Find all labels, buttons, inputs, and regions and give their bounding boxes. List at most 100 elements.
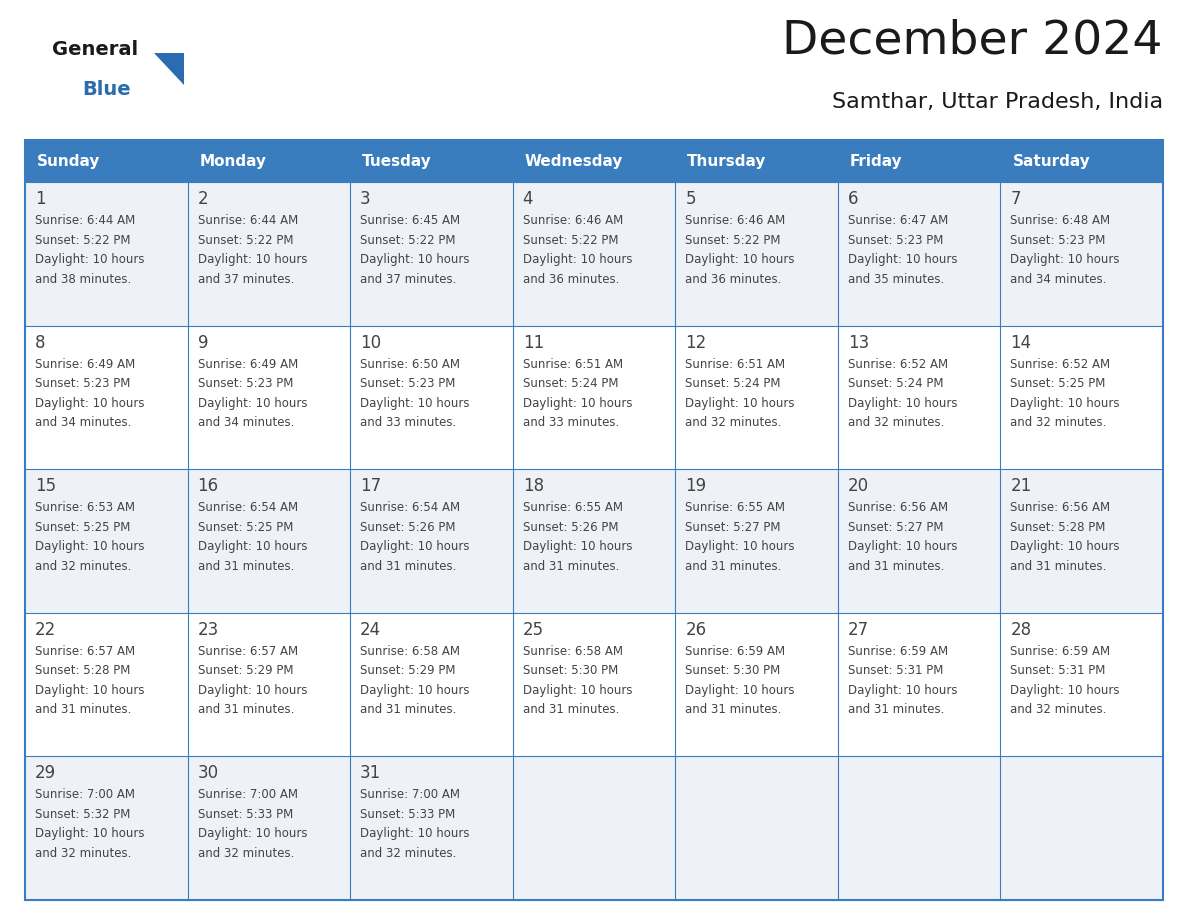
- FancyBboxPatch shape: [1000, 469, 1163, 613]
- Text: 30: 30: [197, 765, 219, 782]
- Text: and 37 minutes.: and 37 minutes.: [197, 273, 293, 285]
- Text: and 31 minutes.: and 31 minutes.: [523, 560, 619, 573]
- Text: and 34 minutes.: and 34 minutes.: [34, 416, 132, 429]
- Text: and 32 minutes.: and 32 minutes.: [848, 416, 944, 429]
- Text: Daylight: 10 hours: Daylight: 10 hours: [848, 253, 958, 266]
- Text: and 31 minutes.: and 31 minutes.: [34, 703, 132, 716]
- Text: Daylight: 10 hours: Daylight: 10 hours: [848, 684, 958, 697]
- FancyBboxPatch shape: [25, 140, 1163, 182]
- FancyBboxPatch shape: [838, 756, 1000, 900]
- Text: Sunset: 5:22 PM: Sunset: 5:22 PM: [360, 233, 456, 247]
- FancyBboxPatch shape: [513, 613, 675, 756]
- Text: 2: 2: [197, 190, 208, 208]
- Text: and 31 minutes.: and 31 minutes.: [848, 703, 944, 716]
- FancyBboxPatch shape: [1000, 613, 1163, 756]
- Text: 18: 18: [523, 477, 544, 495]
- Text: 11: 11: [523, 333, 544, 352]
- Text: Sunrise: 6:45 AM: Sunrise: 6:45 AM: [360, 214, 460, 227]
- Text: 31: 31: [360, 765, 381, 782]
- Text: Sunrise: 6:59 AM: Sunrise: 6:59 AM: [848, 644, 948, 658]
- FancyBboxPatch shape: [188, 613, 350, 756]
- Text: Sunset: 5:28 PM: Sunset: 5:28 PM: [34, 665, 131, 677]
- Text: Daylight: 10 hours: Daylight: 10 hours: [197, 253, 307, 266]
- Text: Sunrise: 6:51 AM: Sunrise: 6:51 AM: [685, 358, 785, 371]
- Text: Sunset: 5:23 PM: Sunset: 5:23 PM: [848, 233, 943, 247]
- Text: and 33 minutes.: and 33 minutes.: [360, 416, 456, 429]
- Text: and 34 minutes.: and 34 minutes.: [1011, 273, 1107, 285]
- Text: Sunrise: 6:47 AM: Sunrise: 6:47 AM: [848, 214, 948, 227]
- Text: Thursday: Thursday: [688, 153, 766, 169]
- Text: Daylight: 10 hours: Daylight: 10 hours: [34, 684, 145, 697]
- Text: and 31 minutes.: and 31 minutes.: [685, 703, 782, 716]
- Text: and 32 minutes.: and 32 minutes.: [34, 847, 132, 860]
- Text: and 31 minutes.: and 31 minutes.: [848, 560, 944, 573]
- FancyBboxPatch shape: [25, 613, 188, 756]
- Text: Daylight: 10 hours: Daylight: 10 hours: [685, 684, 795, 697]
- Text: December 2024: December 2024: [783, 18, 1163, 63]
- Text: Daylight: 10 hours: Daylight: 10 hours: [848, 397, 958, 409]
- FancyBboxPatch shape: [838, 613, 1000, 756]
- Text: 29: 29: [34, 765, 56, 782]
- Text: Daylight: 10 hours: Daylight: 10 hours: [1011, 684, 1120, 697]
- Text: Sunrise: 6:59 AM: Sunrise: 6:59 AM: [1011, 644, 1111, 658]
- Text: Sunset: 5:29 PM: Sunset: 5:29 PM: [197, 665, 293, 677]
- Text: and 36 minutes.: and 36 minutes.: [523, 273, 619, 285]
- Text: Sunset: 5:27 PM: Sunset: 5:27 PM: [685, 521, 781, 533]
- Text: Sunrise: 6:54 AM: Sunrise: 6:54 AM: [360, 501, 460, 514]
- Text: Daylight: 10 hours: Daylight: 10 hours: [34, 540, 145, 554]
- Text: Daylight: 10 hours: Daylight: 10 hours: [197, 827, 307, 840]
- Text: Sunrise: 6:54 AM: Sunrise: 6:54 AM: [197, 501, 298, 514]
- Text: 23: 23: [197, 621, 219, 639]
- Text: 17: 17: [360, 477, 381, 495]
- Text: and 33 minutes.: and 33 minutes.: [523, 416, 619, 429]
- FancyBboxPatch shape: [25, 756, 188, 900]
- FancyBboxPatch shape: [513, 182, 675, 326]
- Text: Sunset: 5:23 PM: Sunset: 5:23 PM: [1011, 233, 1106, 247]
- Text: Sunset: 5:22 PM: Sunset: 5:22 PM: [685, 233, 781, 247]
- Text: and 32 minutes.: and 32 minutes.: [197, 847, 293, 860]
- Text: Sunrise: 6:55 AM: Sunrise: 6:55 AM: [685, 501, 785, 514]
- Text: Sunset: 5:24 PM: Sunset: 5:24 PM: [523, 377, 618, 390]
- Text: Sunset: 5:26 PM: Sunset: 5:26 PM: [360, 521, 456, 533]
- FancyBboxPatch shape: [25, 469, 188, 613]
- Text: Sunrise: 6:52 AM: Sunrise: 6:52 AM: [848, 358, 948, 371]
- Text: Daylight: 10 hours: Daylight: 10 hours: [523, 253, 632, 266]
- Text: Sunset: 5:25 PM: Sunset: 5:25 PM: [197, 521, 293, 533]
- Text: and 36 minutes.: and 36 minutes.: [685, 273, 782, 285]
- Text: Sunset: 5:33 PM: Sunset: 5:33 PM: [197, 808, 292, 821]
- Text: Sunset: 5:32 PM: Sunset: 5:32 PM: [34, 808, 131, 821]
- Text: Sunrise: 6:44 AM: Sunrise: 6:44 AM: [34, 214, 135, 227]
- Text: Sunrise: 6:44 AM: Sunrise: 6:44 AM: [197, 214, 298, 227]
- FancyBboxPatch shape: [838, 182, 1000, 326]
- Text: 3: 3: [360, 190, 371, 208]
- Text: Sunset: 5:27 PM: Sunset: 5:27 PM: [848, 521, 943, 533]
- Text: Samthar, Uttar Pradesh, India: Samthar, Uttar Pradesh, India: [832, 92, 1163, 112]
- FancyBboxPatch shape: [675, 469, 838, 613]
- Text: Sunset: 5:22 PM: Sunset: 5:22 PM: [34, 233, 131, 247]
- Text: 19: 19: [685, 477, 707, 495]
- Text: Daylight: 10 hours: Daylight: 10 hours: [197, 684, 307, 697]
- Text: 26: 26: [685, 621, 707, 639]
- Text: Daylight: 10 hours: Daylight: 10 hours: [197, 540, 307, 554]
- FancyBboxPatch shape: [350, 613, 513, 756]
- Text: 12: 12: [685, 333, 707, 352]
- Text: Sunrise: 6:57 AM: Sunrise: 6:57 AM: [197, 644, 298, 658]
- Text: Sunrise: 6:56 AM: Sunrise: 6:56 AM: [848, 501, 948, 514]
- Text: 13: 13: [848, 333, 870, 352]
- FancyBboxPatch shape: [513, 469, 675, 613]
- Text: 5: 5: [685, 190, 696, 208]
- FancyBboxPatch shape: [350, 326, 513, 469]
- Text: 25: 25: [523, 621, 544, 639]
- Text: and 32 minutes.: and 32 minutes.: [685, 416, 782, 429]
- Text: 7: 7: [1011, 190, 1020, 208]
- Text: 16: 16: [197, 477, 219, 495]
- Text: Sunrise: 6:59 AM: Sunrise: 6:59 AM: [685, 644, 785, 658]
- Text: Daylight: 10 hours: Daylight: 10 hours: [360, 540, 469, 554]
- Text: Sunday: Sunday: [37, 153, 100, 169]
- Text: and 31 minutes.: and 31 minutes.: [197, 560, 293, 573]
- FancyBboxPatch shape: [1000, 182, 1163, 326]
- Text: and 31 minutes.: and 31 minutes.: [523, 703, 619, 716]
- Text: General: General: [52, 40, 138, 59]
- Text: Sunset: 5:30 PM: Sunset: 5:30 PM: [685, 665, 781, 677]
- Text: 27: 27: [848, 621, 868, 639]
